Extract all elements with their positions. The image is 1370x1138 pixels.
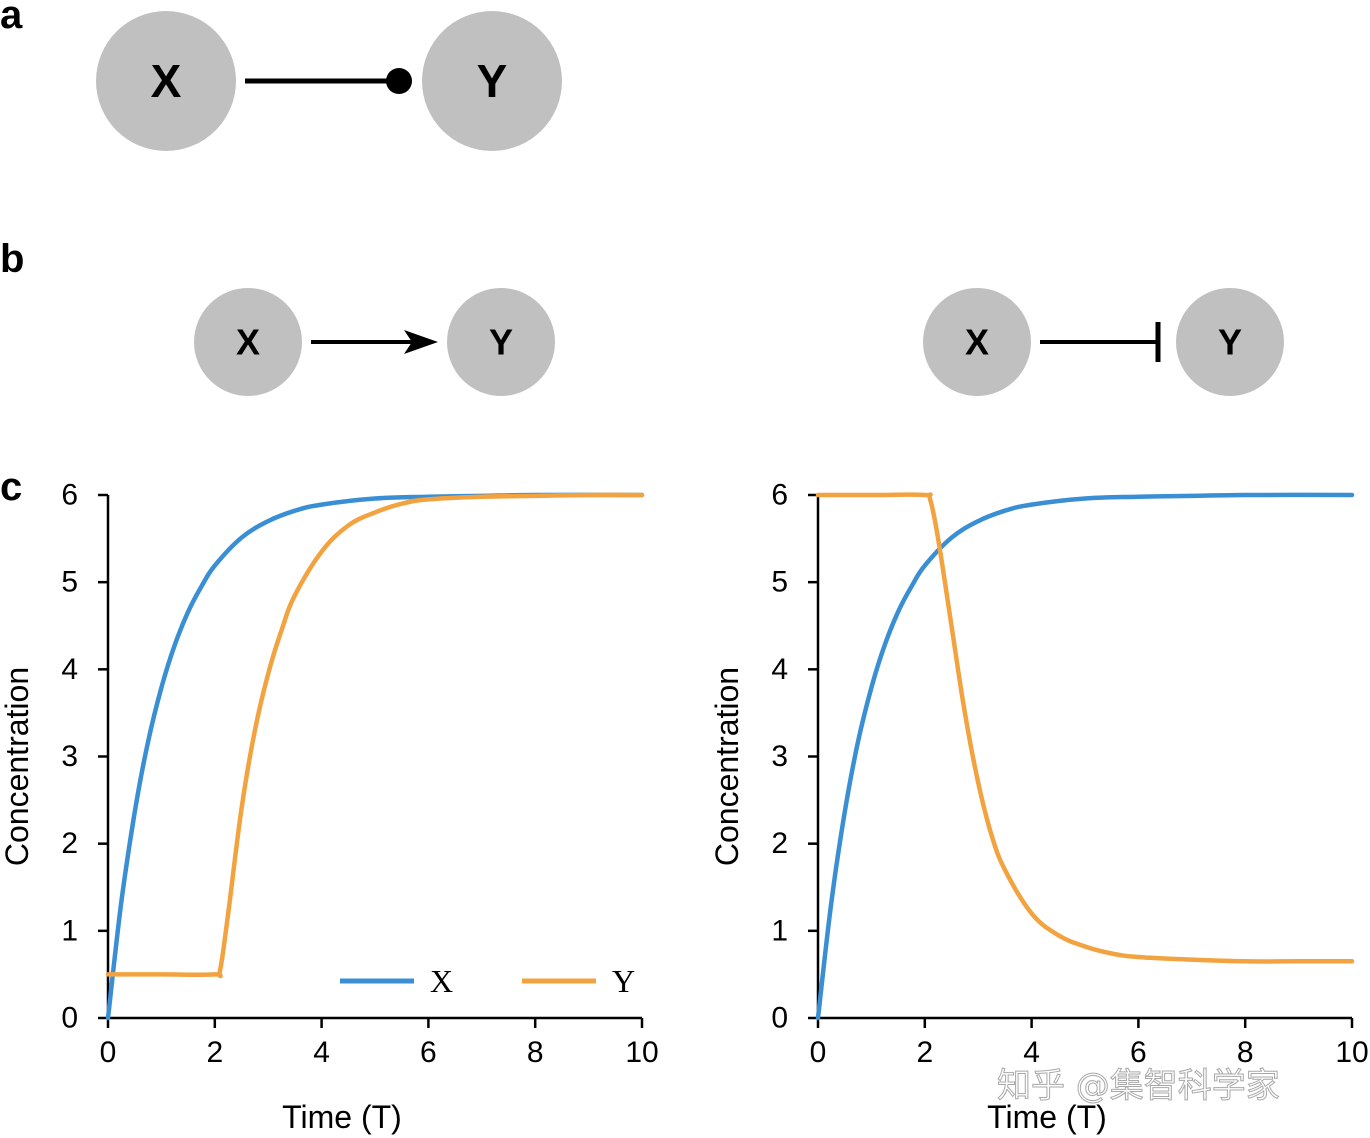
- x-axis-title: Time (T): [987, 1099, 1107, 1135]
- x-tick-label: 10: [625, 1036, 658, 1069]
- legend-label-y: Y: [612, 963, 635, 999]
- node-x-label: X: [151, 55, 182, 107]
- x-axis-title: Time (T): [282, 1099, 402, 1135]
- x-tick-label: 4: [1023, 1036, 1040, 1069]
- y-tick-label: 0: [771, 1002, 788, 1035]
- y-tick-label: 4: [771, 653, 788, 686]
- series-x-line: [105, 492, 645, 1021]
- y-tick-label: 1: [61, 914, 78, 947]
- y-tick-label: 1: [771, 914, 788, 947]
- node-y-label: Y: [489, 322, 513, 363]
- chart-left: 0 1 2 3 4 5 6 0 2 4 6 8 10 Time (T) Concentration X Y: [0, 479, 659, 1136]
- chart-right: 0 1 2 3 4 5 6 0 2 4 6 8 10 Time (T) Concentration: [709, 479, 1369, 1136]
- x-tick-label: 6: [1130, 1036, 1147, 1069]
- node-y-label: Y: [1218, 322, 1242, 363]
- x-tick-label: 8: [1237, 1036, 1254, 1069]
- node-y-circle: [447, 288, 555, 396]
- y-tick-label: 5: [61, 566, 78, 599]
- y-tick-label: 3: [771, 740, 788, 773]
- node-x-label: X: [236, 322, 260, 363]
- x-tick-label: 0: [100, 1036, 117, 1069]
- y-axis-title: Concentration: [709, 667, 745, 866]
- watermark-text: 知乎 @集智科学家: [997, 1066, 1280, 1106]
- legend-label-x: X: [430, 963, 453, 999]
- y-tick-label: 6: [61, 479, 78, 512]
- panel-letter-b: b: [0, 237, 24, 281]
- node-y-circle: [1176, 288, 1284, 396]
- x-tick-label: 8: [527, 1036, 544, 1069]
- y-tick-label: 4: [61, 653, 78, 686]
- x-tick-label: 6: [420, 1036, 437, 1069]
- arrowhead-icon: [404, 330, 438, 354]
- series-x-line: [815, 492, 1355, 1021]
- node-y-circle: [422, 11, 562, 151]
- y-tick-label: 0: [61, 1002, 78, 1035]
- y-tick-label: 6: [771, 479, 788, 512]
- y-axis-title: Concentration: [0, 667, 35, 866]
- y-tick-label: 3: [61, 740, 78, 773]
- series-y-line: [105, 492, 645, 979]
- y-tick-label: 2: [61, 827, 78, 860]
- y-tick-label: 5: [771, 566, 788, 599]
- node-x-circle: [194, 288, 302, 396]
- y-tick-label: 2: [771, 827, 788, 860]
- node-y-label: Y: [477, 55, 508, 107]
- circle-endpoint: [386, 68, 412, 94]
- series-y-line: [815, 492, 1355, 964]
- x-tick-label: 0: [810, 1036, 827, 1069]
- x-tick-label: 2: [206, 1036, 223, 1069]
- x-tick-label: 10: [1335, 1036, 1368, 1069]
- x-tick-label: 2: [916, 1036, 933, 1069]
- x-tick-label: 4: [313, 1036, 330, 1069]
- node-x-label: X: [965, 322, 989, 363]
- node-x-circle: [923, 288, 1031, 396]
- panel-letter-c: c: [0, 465, 22, 509]
- panel-letter-a: a: [0, 0, 23, 37]
- node-x-circle: [96, 11, 236, 151]
